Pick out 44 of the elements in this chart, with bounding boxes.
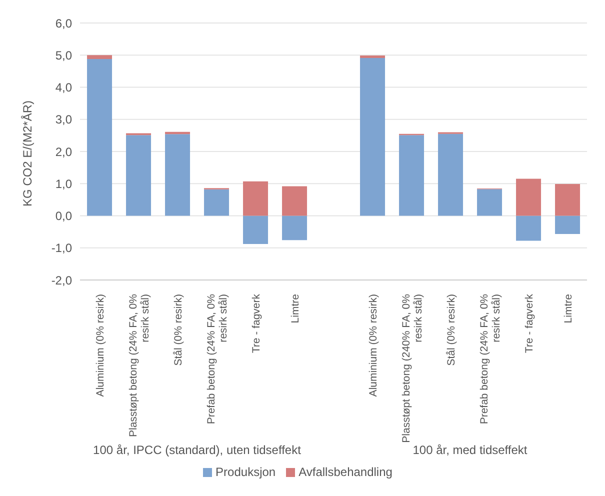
x-tick-label: Aluminium (0% resirk) — [368, 294, 380, 397]
y-tick-label: 1,0 — [55, 176, 72, 191]
bar — [516, 178, 542, 216]
y-tick-label: 0,0 — [55, 209, 72, 224]
bar — [87, 55, 112, 59]
bar — [555, 216, 580, 234]
x-tick-label: Plasstøpt betong (240% FA, 0% resirk stål) — [400, 294, 424, 443]
y-tick-label: 3,0 — [55, 112, 72, 127]
y-tick-label: 2,0 — [55, 144, 72, 159]
x-tick-label: Limtre — [562, 294, 574, 324]
x-tick-label: Prefab betong (24% FA, 0% resirk stål) — [206, 294, 230, 424]
y-tick-label: 4,0 — [55, 80, 72, 95]
bar — [126, 135, 152, 216]
legend-label: Avfallsbehandling — [298, 465, 392, 479]
bar — [360, 55, 386, 58]
x-tick-label: Aluminium (0% resirk) — [94, 294, 106, 397]
x-tick-label: Tre - fagverk — [524, 293, 536, 354]
y-tick-label: -1,0 — [51, 241, 72, 256]
bar — [282, 216, 308, 240]
x-tick-label: Plasstøpt betong (24% FA, 0% resirk stål) — [128, 294, 152, 437]
y-tick-label: -2,0 — [51, 273, 72, 288]
bar — [438, 134, 464, 216]
bar — [555, 184, 580, 216]
y-axis-title: KG CO2 E/(M2*ÅR) — [20, 100, 34, 206]
bar — [516, 216, 542, 241]
bar — [243, 181, 268, 216]
bar — [282, 186, 308, 216]
x-tick-label: Stål (0% resirk) — [172, 294, 184, 366]
bar — [204, 189, 230, 216]
bar — [360, 58, 386, 216]
x-tick-label: Prefab betong (24% FA, 0% resirk stål) — [478, 294, 502, 424]
x-tick-label: Tre - fagverk — [250, 293, 262, 354]
y-tick-label: 6,0 — [55, 16, 72, 30]
bar — [87, 58, 112, 216]
text: 100 år, med tidseffekt — [412, 443, 528, 457]
legend-label: Produksjon — [216, 465, 276, 479]
y-tick-label: 5,0 — [55, 48, 72, 62]
bar — [165, 134, 190, 216]
text: 100 år, IPCC (standard), uten tidseffekt — [92, 443, 302, 457]
bar — [399, 135, 424, 216]
x-tick-label: Stål (0% resirk) — [446, 294, 458, 366]
bar — [243, 216, 268, 244]
bar — [477, 189, 502, 216]
x-tick-label: Limtre — [290, 294, 302, 324]
